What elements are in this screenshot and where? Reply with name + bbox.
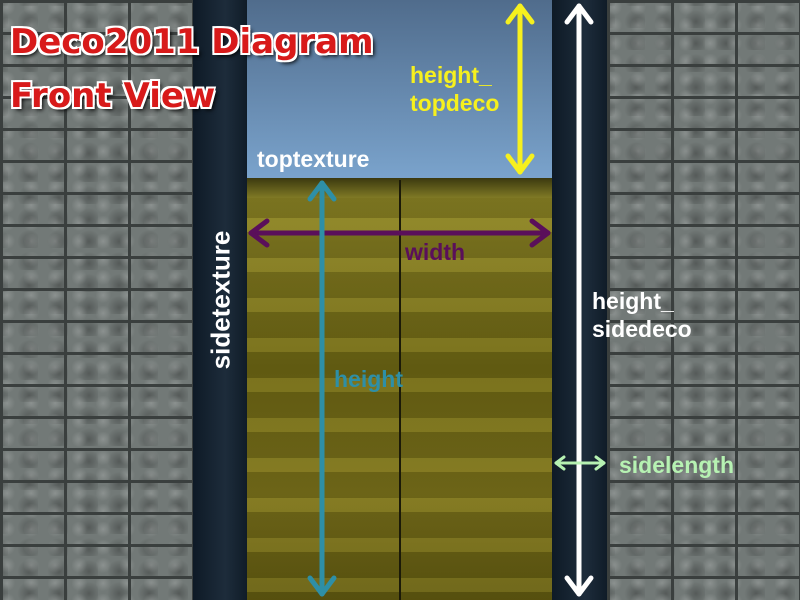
label-height: height <box>334 366 403 392</box>
diagram-subtitle: Front View <box>10 76 216 116</box>
diagram-title: Deco2011 Diagram <box>10 22 374 62</box>
label-toptexture: toptexture <box>257 146 370 172</box>
label-width: width <box>405 239 466 265</box>
label-height-topdeco: height_ topdeco <box>410 62 500 116</box>
brick-wall-left <box>0 0 193 600</box>
top-deco <box>247 0 552 178</box>
height-topdeco-arrow <box>505 3 535 175</box>
label-height-sidedeco: height_ sidedeco <box>592 288 692 342</box>
brick-wall-right <box>607 0 800 600</box>
sidelength-arrow <box>554 455 606 471</box>
side-deco-left <box>193 0 247 600</box>
label-sidelength: sidelength <box>619 452 735 478</box>
door-center-gap <box>399 180 401 600</box>
height-arrow <box>307 180 337 597</box>
height-sidedeco-arrow <box>564 3 594 597</box>
width-arrow <box>248 218 551 248</box>
label-sidetexture: sidetexture <box>205 230 236 370</box>
